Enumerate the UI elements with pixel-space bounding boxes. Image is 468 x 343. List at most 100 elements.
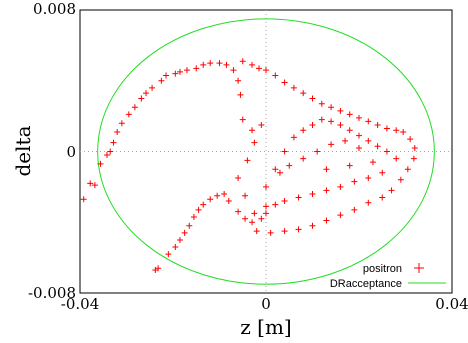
- positron-point-54: [239, 58, 246, 65]
- positron-point-13: [225, 198, 232, 205]
- positron-point-57: [263, 67, 269, 74]
- positron-point-11: [214, 192, 221, 199]
- positron-point-2: [165, 251, 172, 258]
- positron-point-16: [249, 219, 256, 226]
- positron-point-123: [323, 166, 330, 173]
- positron-point-76: [404, 166, 411, 173]
- positron-point-108: [323, 187, 330, 194]
- positron-point-43: [131, 104, 138, 111]
- positron-point-106: [351, 178, 358, 185]
- positron-point-56: [256, 65, 263, 72]
- positron-point-104: [379, 169, 386, 176]
- positron-point-28: [235, 77, 242, 84]
- positron-point-4: [176, 236, 183, 243]
- positron-point-58: [272, 72, 279, 79]
- positron-point-37: [172, 70, 179, 77]
- positron-point-101: [374, 143, 381, 150]
- positron-point-51: [91, 182, 98, 189]
- positron-point-62: [309, 95, 316, 102]
- positron-point-1: [155, 265, 162, 272]
- positron-point-96: [328, 118, 335, 125]
- x-axis-title: z [m]: [240, 315, 291, 339]
- positron-point-68: [365, 118, 372, 125]
- positron-point-109: [309, 190, 316, 197]
- positron-point-95: [318, 116, 325, 123]
- positron-point-88: [253, 228, 260, 235]
- positron-point-40: [149, 84, 156, 91]
- positron-point-117: [314, 148, 321, 155]
- positron-point-100: [365, 137, 372, 144]
- positron-point-83: [323, 217, 330, 224]
- dracceptance-ellipse: [97, 18, 435, 285]
- legend-swatch-positron: [414, 263, 424, 273]
- positron-point-6: [186, 222, 193, 229]
- positron-point-97: [337, 121, 344, 128]
- positron-point-73: [407, 136, 414, 143]
- positron-point-105: [365, 175, 372, 182]
- positron-point-10: [207, 196, 214, 203]
- positron-point-35: [183, 67, 190, 74]
- positron-point-121: [369, 159, 376, 166]
- positron-point-22: [244, 157, 251, 164]
- positron-point-53: [80, 196, 87, 203]
- positron-point-26: [239, 116, 246, 123]
- positron-point-90: [272, 166, 279, 173]
- positron-point-110: [295, 194, 302, 201]
- positron-point-74: [411, 144, 418, 151]
- positron-point-115: [286, 162, 293, 169]
- positron-point-9: [200, 201, 207, 208]
- positron-point-48: [107, 148, 114, 155]
- positron-point-86: [281, 228, 288, 235]
- positron-point-116: [300, 155, 307, 162]
- positron-point-14: [235, 208, 242, 215]
- positron-point-65: [337, 107, 344, 114]
- positron-point-25: [249, 127, 256, 134]
- positron-point-66: [346, 111, 353, 118]
- positron-point-111: [281, 198, 288, 205]
- positron-point-45: [118, 120, 125, 127]
- positron-point-59: [281, 79, 288, 86]
- positron-point-39: [158, 77, 165, 84]
- positron-point-77: [397, 176, 404, 183]
- positron-point-12: [221, 190, 228, 197]
- positron-point-49: [103, 152, 110, 159]
- positron-point-118: [328, 141, 335, 148]
- y-tick-zero: 0: [66, 143, 76, 161]
- positron-point-114: [276, 169, 283, 176]
- positron-point-71: [393, 127, 400, 134]
- positron-point-67: [356, 114, 362, 121]
- positron-point-75: [410, 155, 417, 162]
- positron-point-78: [388, 187, 395, 194]
- positron-point-23: [251, 139, 258, 146]
- positron-point-85: [295, 226, 302, 233]
- positron-point-61: [300, 90, 307, 97]
- y-tick-min: -0.008: [28, 284, 76, 302]
- plot-area: [79, 9, 453, 294]
- positron-point-19: [251, 210, 258, 217]
- positron-point-102: [383, 148, 390, 155]
- positron-point-5: [181, 229, 188, 236]
- positron-point-55: [249, 61, 256, 68]
- positron-point-29: [230, 67, 237, 74]
- positron-point-119: [342, 137, 349, 144]
- positron-point-31: [216, 60, 223, 67]
- positron-point-89: [263, 183, 269, 190]
- positron-point-63: [318, 100, 325, 107]
- positron-point-18: [263, 210, 269, 217]
- positron-point-122: [346, 162, 353, 169]
- positron-point-72: [400, 129, 407, 136]
- positron-point-80: [365, 199, 372, 206]
- positron-point-52: [87, 180, 94, 187]
- positron-point-91: [281, 148, 288, 155]
- positron-point-50: [97, 160, 104, 167]
- positron-point-64: [328, 104, 335, 111]
- positron-point-92: [290, 134, 297, 141]
- positron-point-84: [309, 222, 316, 229]
- positron-point-82: [337, 212, 344, 219]
- positron-point-21: [235, 175, 242, 182]
- positron-series: [80, 58, 418, 274]
- y-tick-max: 0.008: [33, 0, 76, 18]
- positron-point-34: [193, 65, 200, 72]
- positron-point-33: [200, 61, 207, 68]
